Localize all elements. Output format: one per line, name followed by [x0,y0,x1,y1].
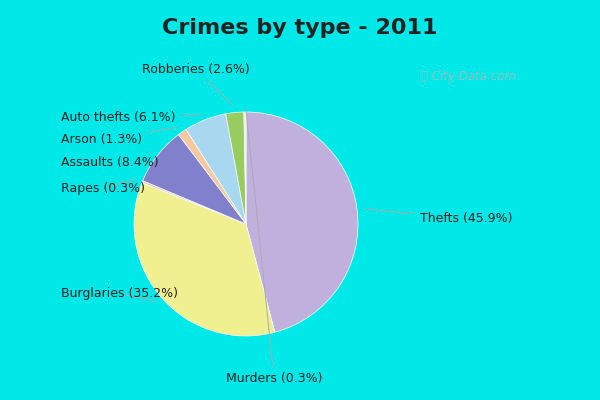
Text: ⓘ City-Data.com: ⓘ City-Data.com [421,70,515,83]
Wedge shape [143,135,246,224]
Text: Rapes (0.3%): Rapes (0.3%) [61,180,145,195]
Wedge shape [142,181,246,224]
Wedge shape [246,112,358,332]
Text: Auto thefts (6.1%): Auto thefts (6.1%) [61,111,201,124]
Text: Burglaries (35.2%): Burglaries (35.2%) [61,287,178,301]
Wedge shape [244,112,246,224]
Wedge shape [134,183,275,336]
Wedge shape [226,112,246,224]
Text: Assaults (8.4%): Assaults (8.4%) [61,152,159,169]
Text: Crimes by type - 2011: Crimes by type - 2011 [162,18,438,38]
Wedge shape [179,130,246,224]
Text: Arson (1.3%): Arson (1.3%) [61,128,177,146]
Text: Thefts (45.9%): Thefts (45.9%) [365,209,512,225]
Wedge shape [186,114,246,224]
Text: Robberies (2.6%): Robberies (2.6%) [142,63,250,105]
Text: Murders (0.3%): Murders (0.3%) [226,109,322,385]
